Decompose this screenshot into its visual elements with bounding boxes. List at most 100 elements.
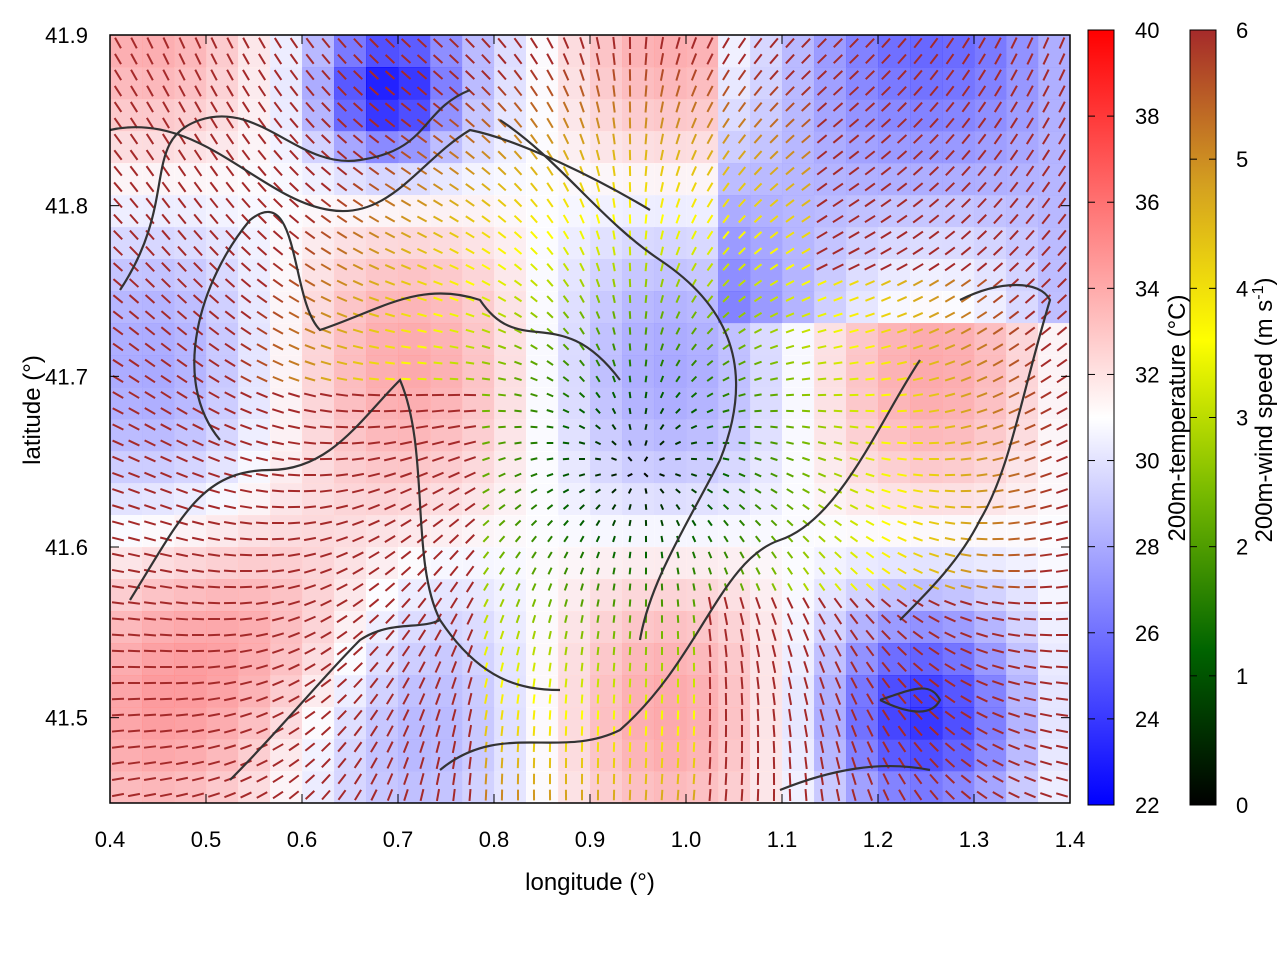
wind-arrow — [464, 471, 476, 479]
wind-arrow — [288, 790, 300, 800]
wind-arrow — [303, 521, 317, 525]
temperature-cell — [846, 707, 879, 740]
temperature-cell — [718, 643, 751, 676]
temperature-cell — [462, 355, 495, 388]
temperature-cell — [142, 739, 175, 772]
wind-arrow — [111, 777, 125, 781]
wind-arrow — [386, 741, 394, 753]
wind-arrow — [724, 676, 728, 690]
wind-arrow — [880, 247, 892, 255]
wind-arrow — [256, 375, 268, 383]
temperature-cell — [846, 419, 879, 452]
wind-arrow — [450, 661, 458, 673]
wind-arrow — [271, 632, 285, 638]
wind-arrow — [498, 535, 506, 543]
wind-arrow — [289, 117, 299, 129]
wind-arrow — [897, 709, 907, 721]
wind-arrow — [177, 149, 187, 161]
wind-arrow — [595, 246, 601, 256]
wind-arrow — [628, 407, 632, 415]
temperature-cell — [590, 259, 623, 292]
wind-arrow — [448, 54, 460, 64]
wind-arrow — [513, 69, 523, 81]
wind-arrow — [770, 503, 778, 511]
wind-arrow — [320, 263, 332, 271]
wind-arrow — [897, 693, 907, 705]
wind-arrow — [753, 198, 763, 208]
wind-arrow — [305, 69, 315, 81]
wind-arrow — [287, 424, 301, 430]
wind-arrow — [612, 246, 616, 256]
temperature-cell — [590, 387, 623, 420]
wind-arrow — [386, 709, 394, 721]
wind-arrow — [628, 423, 632, 431]
wind-arrow — [210, 37, 218, 49]
wind-arrow — [401, 661, 411, 673]
contour-line — [879, 687, 942, 713]
wind-arrow — [336, 377, 348, 381]
wind-arrow — [368, 247, 380, 255]
wind-arrow — [976, 663, 988, 671]
wind-arrow — [176, 391, 188, 399]
wind-arrow — [723, 551, 729, 559]
wind-arrow — [368, 328, 380, 334]
wind-arrow — [1040, 342, 1052, 352]
wind-arrow — [817, 312, 827, 318]
wind-arrow — [402, 741, 410, 753]
wind-arrow — [644, 773, 648, 785]
wind-arrow — [336, 583, 348, 591]
wind-arrow — [256, 791, 268, 799]
wind-arrow — [320, 182, 332, 192]
wind-arrow — [400, 70, 412, 80]
wind-arrow — [127, 649, 141, 653]
wind-arrow — [256, 262, 268, 272]
wind-arrow — [256, 327, 268, 335]
wind-arrow — [897, 488, 907, 494]
wind-arrow — [960, 246, 972, 256]
wind-arrow — [416, 70, 428, 80]
temperature-cell — [494, 483, 527, 516]
wind-arrow — [1008, 391, 1020, 399]
wind-arrow — [514, 519, 522, 527]
wind-arrow — [722, 166, 730, 176]
wind-arrow — [738, 360, 746, 366]
wind-arrow — [834, 677, 842, 689]
wind-arrow — [644, 36, 648, 50]
wind-arrow — [897, 725, 907, 737]
wind-arrow — [417, 613, 427, 625]
wind-arrow — [595, 375, 601, 383]
wind-arrow — [448, 70, 460, 80]
wind-arrow — [497, 344, 507, 350]
wind-arrow — [1008, 326, 1020, 336]
temperature-cell — [654, 195, 687, 228]
wind-arrow — [500, 662, 504, 672]
wind-arrow — [483, 598, 489, 608]
wind-arrow — [961, 117, 971, 129]
wind-arrow — [960, 473, 972, 477]
wind-arrow — [866, 789, 874, 801]
wind-arrow — [320, 214, 332, 224]
temperature-cell — [430, 643, 463, 676]
wind-arrow — [707, 504, 713, 510]
wind-arrow — [913, 69, 923, 81]
x-tick-label: 0.6 — [287, 827, 318, 852]
wind-arrow — [193, 229, 203, 241]
temperature-cell — [526, 515, 559, 548]
wind-arrow — [465, 199, 475, 207]
wind-arrow — [369, 661, 379, 673]
wind-arrow — [740, 692, 744, 706]
wind-arrow — [737, 118, 747, 128]
wind-arrow — [928, 552, 940, 558]
wind-arrow — [402, 757, 410, 769]
temperature-colorbar-label: 200m-temperature (°C) — [1164, 294, 1191, 541]
temperature-cell — [590, 419, 623, 452]
wind-arrow — [1042, 117, 1050, 129]
temperature-cell — [750, 771, 783, 803]
colorbar-tick-label: 0 — [1236, 793, 1248, 818]
temperature-cell — [686, 259, 719, 292]
wind-arrow — [628, 519, 632, 527]
wind-arrow — [337, 710, 347, 720]
temperature-cell — [942, 579, 975, 612]
wind-arrow — [467, 692, 473, 706]
wind-arrow — [960, 311, 972, 319]
